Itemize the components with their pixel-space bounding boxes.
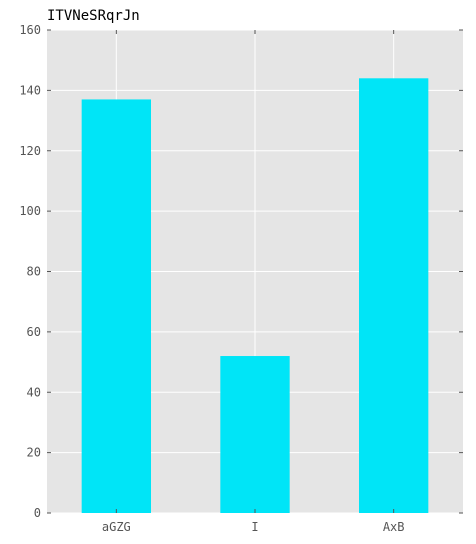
x-tick-label: aGZG — [102, 520, 131, 534]
x-tick-label: I — [251, 520, 258, 534]
y-tick-label: 40 — [27, 385, 41, 399]
bar-I — [220, 356, 290, 513]
chart-title: ITVNeSRqrJn — [47, 8, 140, 24]
y-tick-label: 120 — [19, 144, 41, 158]
bar-aGZG — [81, 99, 151, 514]
y-tick-label: 0 — [34, 506, 41, 520]
y-tick-label: 160 — [19, 23, 41, 37]
y-tick-label: 140 — [19, 83, 41, 97]
tick-labels: 0 20 40 60 80 100 120 140 160 aGZG I AxB — [19, 23, 404, 534]
bar-AxB — [359, 78, 429, 514]
axis-ticks — [47, 29, 463, 514]
x-tick-label: AxB — [383, 520, 405, 534]
bars — [81, 78, 429, 514]
y-tick-label: 60 — [27, 325, 41, 339]
y-tick-label: 20 — [27, 446, 41, 460]
y-tick-label: 80 — [27, 265, 41, 279]
y-tick-label: 100 — [19, 204, 41, 218]
